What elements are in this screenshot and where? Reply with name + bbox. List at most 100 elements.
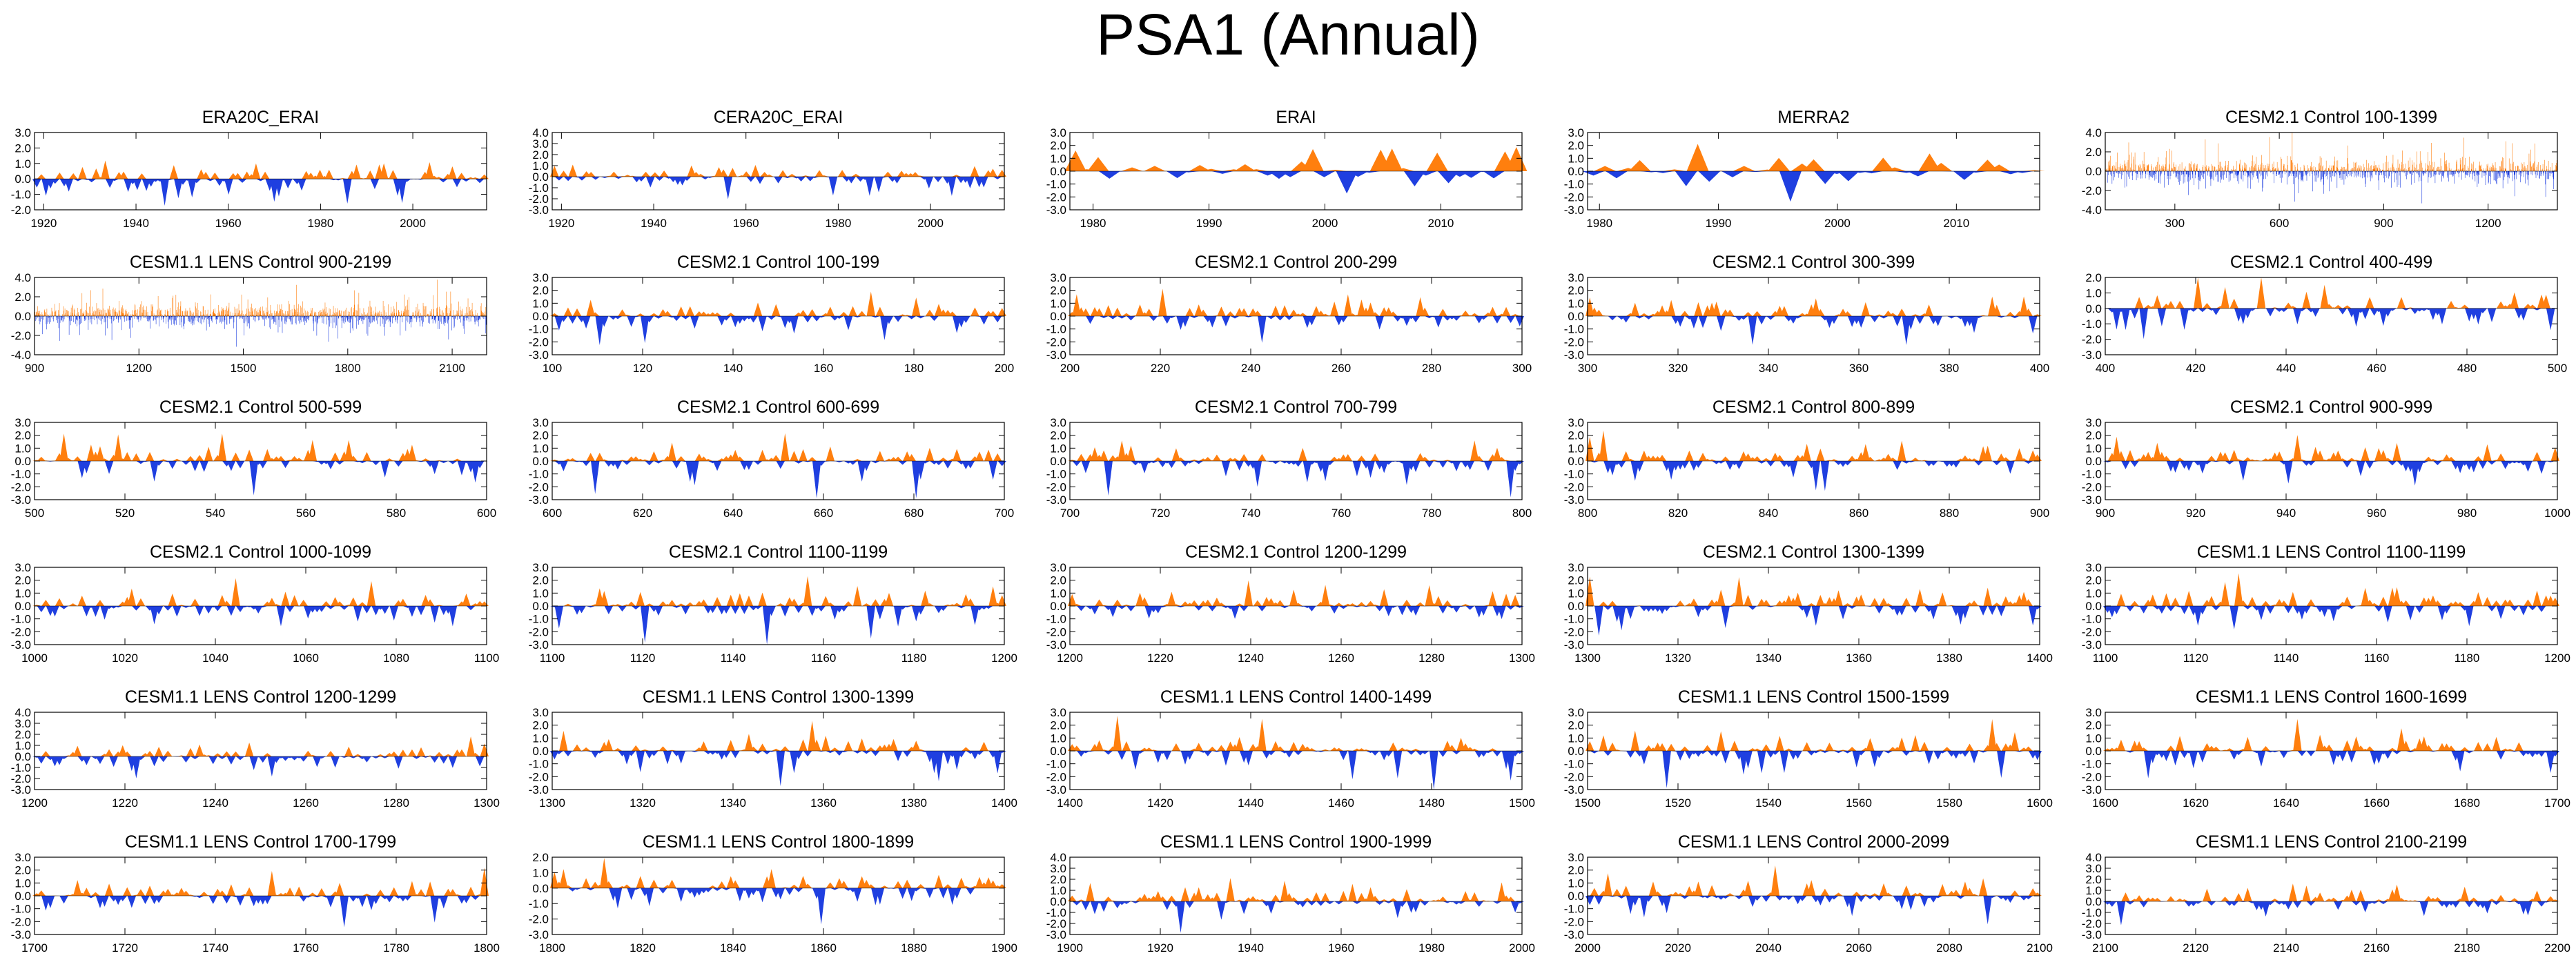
- positive-area: [1733, 166, 1755, 171]
- negative-area: [1425, 461, 1434, 468]
- negative-area: [2410, 461, 2419, 486]
- positive-area: [41, 600, 50, 606]
- x-tick-label: 1920: [548, 217, 574, 230]
- negative-area: [2180, 308, 2189, 330]
- positive-area: [1888, 313, 1897, 316]
- negative-area: [907, 316, 916, 320]
- negative-area: [353, 606, 362, 622]
- negative-area: [2189, 308, 2198, 312]
- positive-area: [586, 300, 595, 316]
- negative-area: [249, 461, 258, 496]
- negative-area: [1194, 461, 1203, 464]
- positive-area: [2148, 594, 2157, 606]
- positive-area: [1626, 458, 1635, 461]
- negative-area: [631, 316, 641, 317]
- negative-area: [577, 177, 587, 181]
- x-tick-label: 1960: [215, 217, 242, 230]
- positive-area: [1902, 598, 1911, 606]
- negative-area: [178, 179, 188, 185]
- chart-panel: CESM2.1 Control 600-6993.02.01.00.0-1.0-…: [529, 398, 1014, 520]
- positive-area: [837, 170, 847, 177]
- positive-area: [1492, 447, 1502, 461]
- positive-area: [2496, 301, 2506, 309]
- positive-area: [988, 586, 997, 606]
- positive-area: [2533, 451, 2541, 461]
- negative-area: [2028, 316, 2038, 334]
- y-tick-label: -1.0: [1046, 178, 1066, 191]
- y-tick-label: -3.0: [1046, 493, 1066, 507]
- positive-area: [1416, 602, 1425, 606]
- negative-area: [2184, 461, 2194, 471]
- negative-area: [2238, 461, 2247, 481]
- positive-area: [322, 601, 331, 606]
- negative-area: [1072, 461, 1082, 467]
- negative-area: [1307, 606, 1316, 611]
- positive-area: [788, 173, 797, 177]
- positive-area: [276, 456, 286, 461]
- negative-area: [613, 461, 623, 470]
- negative-area: [402, 179, 411, 182]
- positive-area: [1185, 308, 1194, 316]
- positive-area: [1639, 313, 1649, 316]
- x-tick-label: 1080: [383, 652, 409, 665]
- positive-area: [78, 166, 87, 179]
- chart-panel: CERA20C_ERAI4.03.02.01.00.0-1.0-2.0-3.01…: [529, 108, 1006, 230]
- negative-area: [1403, 171, 1425, 186]
- negative-area: [1717, 316, 1726, 331]
- negative-area: [1814, 171, 1837, 184]
- negative-area: [1978, 606, 1988, 616]
- negative-area: [1411, 316, 1421, 323]
- negative-area: [717, 316, 726, 326]
- x-tick-label: 960: [2367, 507, 2386, 520]
- positive-area: [1113, 599, 1122, 606]
- positive-area: [1983, 445, 1992, 461]
- y-tick-label: 3.0: [1568, 416, 1584, 429]
- positive-area: [952, 175, 961, 177]
- x-tick-label: 1000: [21, 652, 48, 665]
- positive-area: [2392, 442, 2401, 461]
- positive-area: [244, 449, 254, 461]
- positive-area: [1461, 310, 1470, 316]
- x-tick-label: 2010: [1428, 217, 1454, 230]
- negative-area: [1757, 316, 1766, 325]
- negative-area: [1090, 606, 1100, 615]
- positive-area: [772, 304, 781, 316]
- positive-area: [1420, 307, 1430, 316]
- negative-area: [631, 606, 641, 610]
- positive-area: [231, 452, 240, 461]
- negative-area: [767, 316, 776, 320]
- negative-area: [1694, 606, 1703, 618]
- y-tick-label: 2.0: [1050, 139, 1066, 153]
- x-tick-label: 1240: [1238, 652, 1264, 665]
- positive-area: [997, 595, 1006, 606]
- positive-area: [907, 453, 916, 461]
- positive-area: [1608, 600, 1617, 606]
- negative-area: [146, 179, 155, 187]
- positive-area: [367, 581, 376, 606]
- x-tick-label: 1800: [335, 362, 361, 375]
- negative-area: [281, 461, 290, 469]
- positive-area: [471, 177, 480, 179]
- positive-area: [1095, 599, 1104, 606]
- y-tick-label: 0.0: [1050, 310, 1066, 323]
- positive-area: [826, 603, 835, 606]
- positive-area: [92, 168, 101, 179]
- positive-area: [776, 603, 785, 606]
- negative-area: [256, 179, 265, 182]
- positive-area: [2315, 450, 2325, 461]
- negative-area: [2437, 308, 2447, 324]
- y-tick-label: -3.0: [1564, 204, 1584, 217]
- positive-area: [77, 596, 86, 606]
- negative-area: [1253, 461, 1262, 487]
- negative-area: [1857, 316, 1866, 328]
- y-tick-label: -3.0: [1564, 638, 1584, 652]
- negative-area: [817, 461, 826, 466]
- negative-area: [655, 177, 664, 181]
- negative-area: [430, 606, 439, 623]
- positive-area: [609, 171, 618, 177]
- positive-area: [2379, 449, 2388, 461]
- positive-area: [113, 434, 123, 461]
- negative-area: [237, 179, 247, 183]
- positive-area: [1325, 604, 1334, 606]
